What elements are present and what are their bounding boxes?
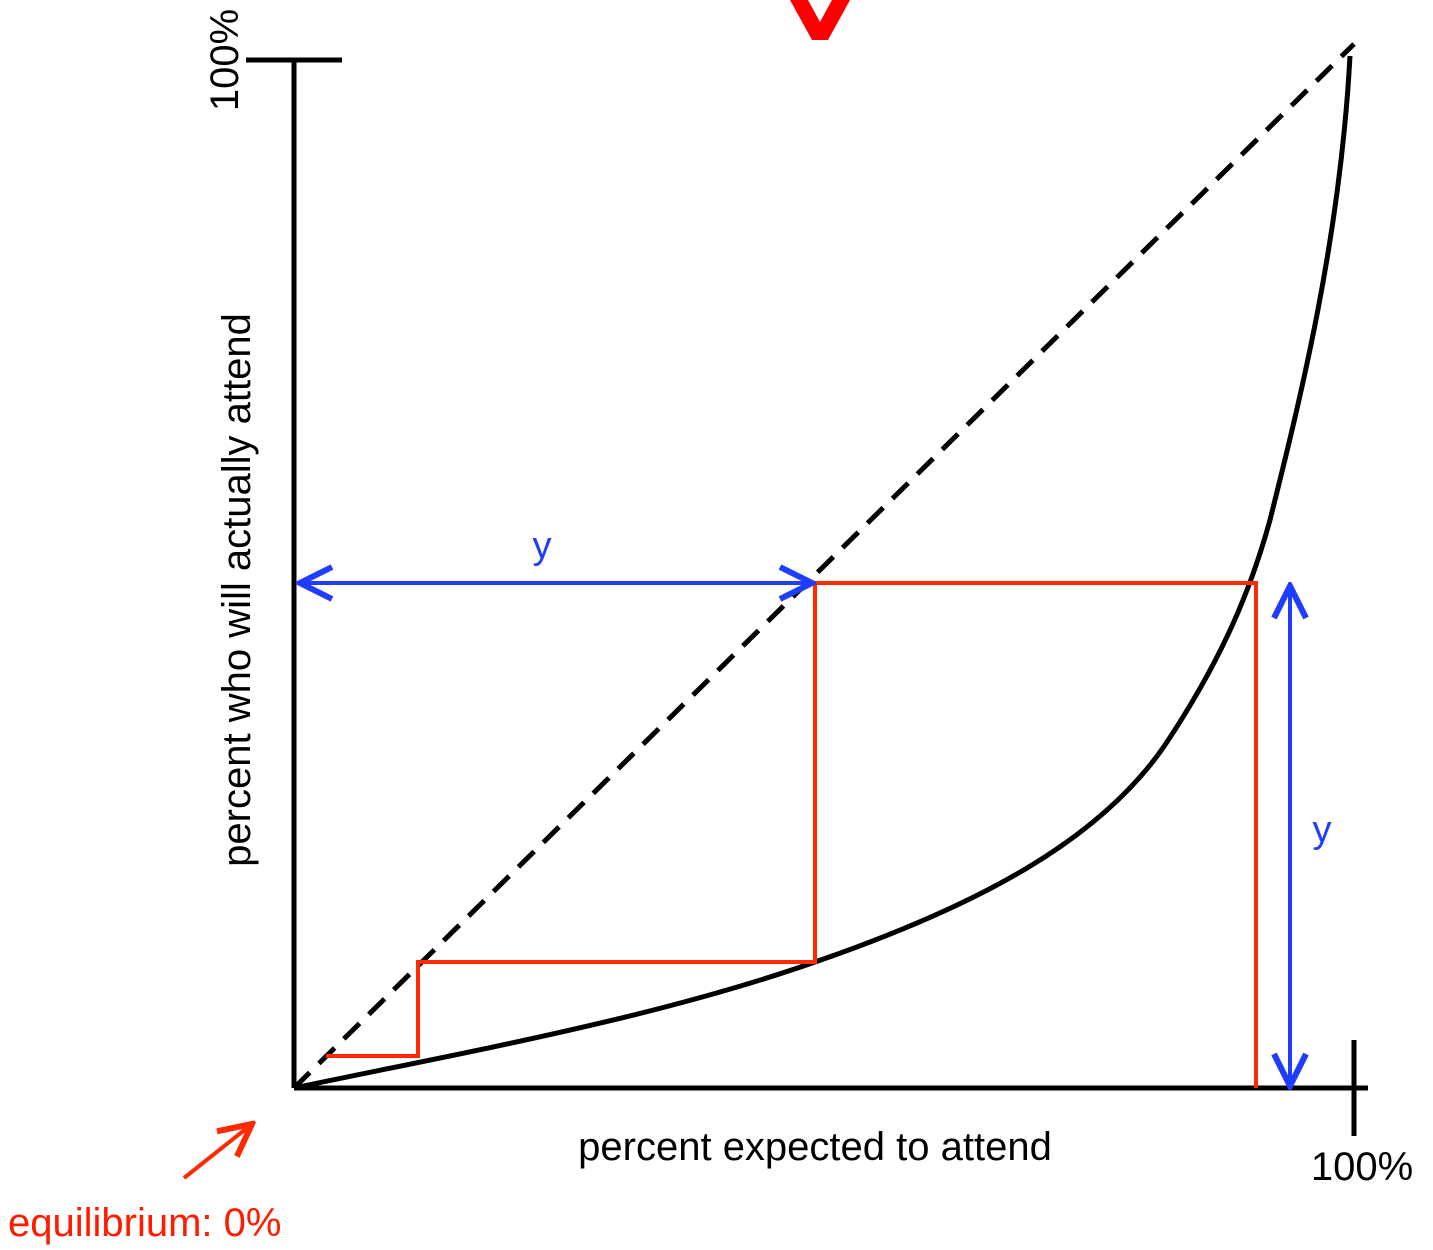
diagonal-dashed-line xyxy=(292,42,1356,1090)
y-axis-label: percent who will actually attend xyxy=(215,313,259,867)
vertical-arrow-label: y xyxy=(1313,809,1332,851)
horizontal-arrow-label: y xyxy=(533,525,552,567)
equilibrium-pointer-arrow xyxy=(182,1124,252,1180)
response-curve xyxy=(293,55,1353,1091)
title-fragment xyxy=(790,0,850,40)
cobweb-path xyxy=(326,581,1258,1088)
equilibrium-label: equilibrium: 0% xyxy=(8,1201,281,1245)
x-axis-end-label: 100% xyxy=(1311,1145,1413,1189)
x-axis-label: percent expected to attend xyxy=(578,1125,1052,1169)
y-axis-top-label: 100% xyxy=(203,9,247,111)
